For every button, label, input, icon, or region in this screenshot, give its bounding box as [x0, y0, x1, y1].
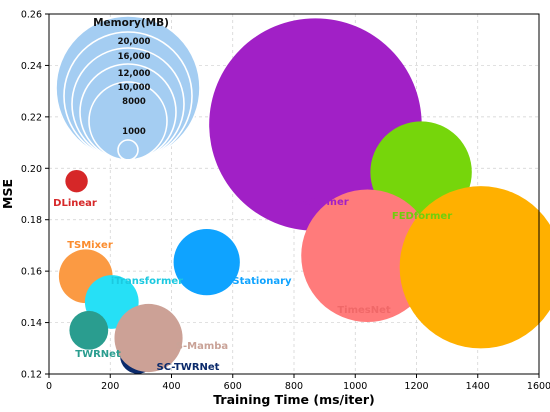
- size-legend-label: 8000: [122, 97, 146, 107]
- size-legend-label: 20,000: [118, 37, 151, 47]
- x-tick-label: 200: [101, 381, 119, 392]
- bubble-label-itransformer: iTransformer: [111, 276, 183, 287]
- x-tick-label: 1600: [527, 381, 550, 392]
- bubble-labels: DLinear TSMixer iTransformer TWRNet SC-TWRNe…: [53, 197, 516, 373]
- size-legend-label: 10,000: [118, 83, 151, 93]
- size-legend-label: 1000: [122, 127, 146, 137]
- bubble-label-patchtst: PatchTST: [445, 323, 517, 339]
- bubbles: [58, 18, 550, 374]
- bubble-s-mamba: [114, 303, 183, 373]
- bubble-label-twrnet: TWRNet: [75, 349, 121, 360]
- bubble-label-crossformer: Crossformer: [279, 197, 348, 208]
- bubble-label-timesnet: TimesNet: [337, 305, 391, 316]
- bubble-label-sc-twrnet: SC-TWRNet: [157, 362, 220, 373]
- size-legend-title: Memory(MB): [93, 17, 169, 29]
- x-axis-label: Training Time (ms/iter): [213, 392, 374, 407]
- bubble-label-s-mamba: S-Mamba: [176, 341, 228, 352]
- x-tick-label: 0: [46, 381, 52, 392]
- x-tick-label: 600: [224, 381, 242, 392]
- bubble-crossformer: [209, 18, 422, 231]
- bubble-label-stationary: Stationary: [232, 276, 292, 287]
- size-legend-circle: [117, 139, 139, 161]
- axis-ticks: 0 200 400 600 800 1000 1200 1400 1600 0.12 0.14 0.1…: [21, 10, 550, 393]
- size-legend-label: 16,000: [118, 52, 151, 62]
- x-tick-label: 1000: [343, 381, 367, 392]
- bubble-dlinear: [65, 169, 88, 193]
- y-tick-label: 0.20: [21, 164, 42, 175]
- y-tick-label: 0.18: [21, 215, 42, 226]
- y-tick-label: 0.14: [21, 318, 42, 329]
- bubble-label-fedformer: FEDformer: [392, 211, 452, 222]
- x-tick-label: 1200: [404, 381, 428, 392]
- size-legend: Memory(MB) 20,000 16,000 12,000 10,000 8000 10…: [55, 15, 201, 161]
- bubble-label-dlinear: DLinear: [53, 198, 97, 209]
- bubble-patchtst: [399, 186, 550, 349]
- y-tick-label: 0.16: [21, 267, 42, 278]
- bubble-timesnet: [301, 189, 434, 322]
- y-tick-label: 0.26: [21, 10, 42, 21]
- y-tick-label: 0.12: [21, 370, 42, 381]
- bubble-twrnet: [69, 310, 109, 350]
- y-tick-label: 0.22: [21, 112, 42, 123]
- x-tick-label: 400: [162, 381, 180, 392]
- y-tick-label: 0.24: [21, 61, 42, 72]
- size-legend-label: 12,000: [118, 69, 151, 79]
- bubble-stationary: [173, 229, 240, 296]
- x-tick-label: 1400: [466, 381, 490, 392]
- x-tick-label: 800: [285, 381, 303, 392]
- bubble-label-tsmixer: TSMixer: [67, 240, 113, 251]
- y-axis-label: MSE: [0, 179, 15, 209]
